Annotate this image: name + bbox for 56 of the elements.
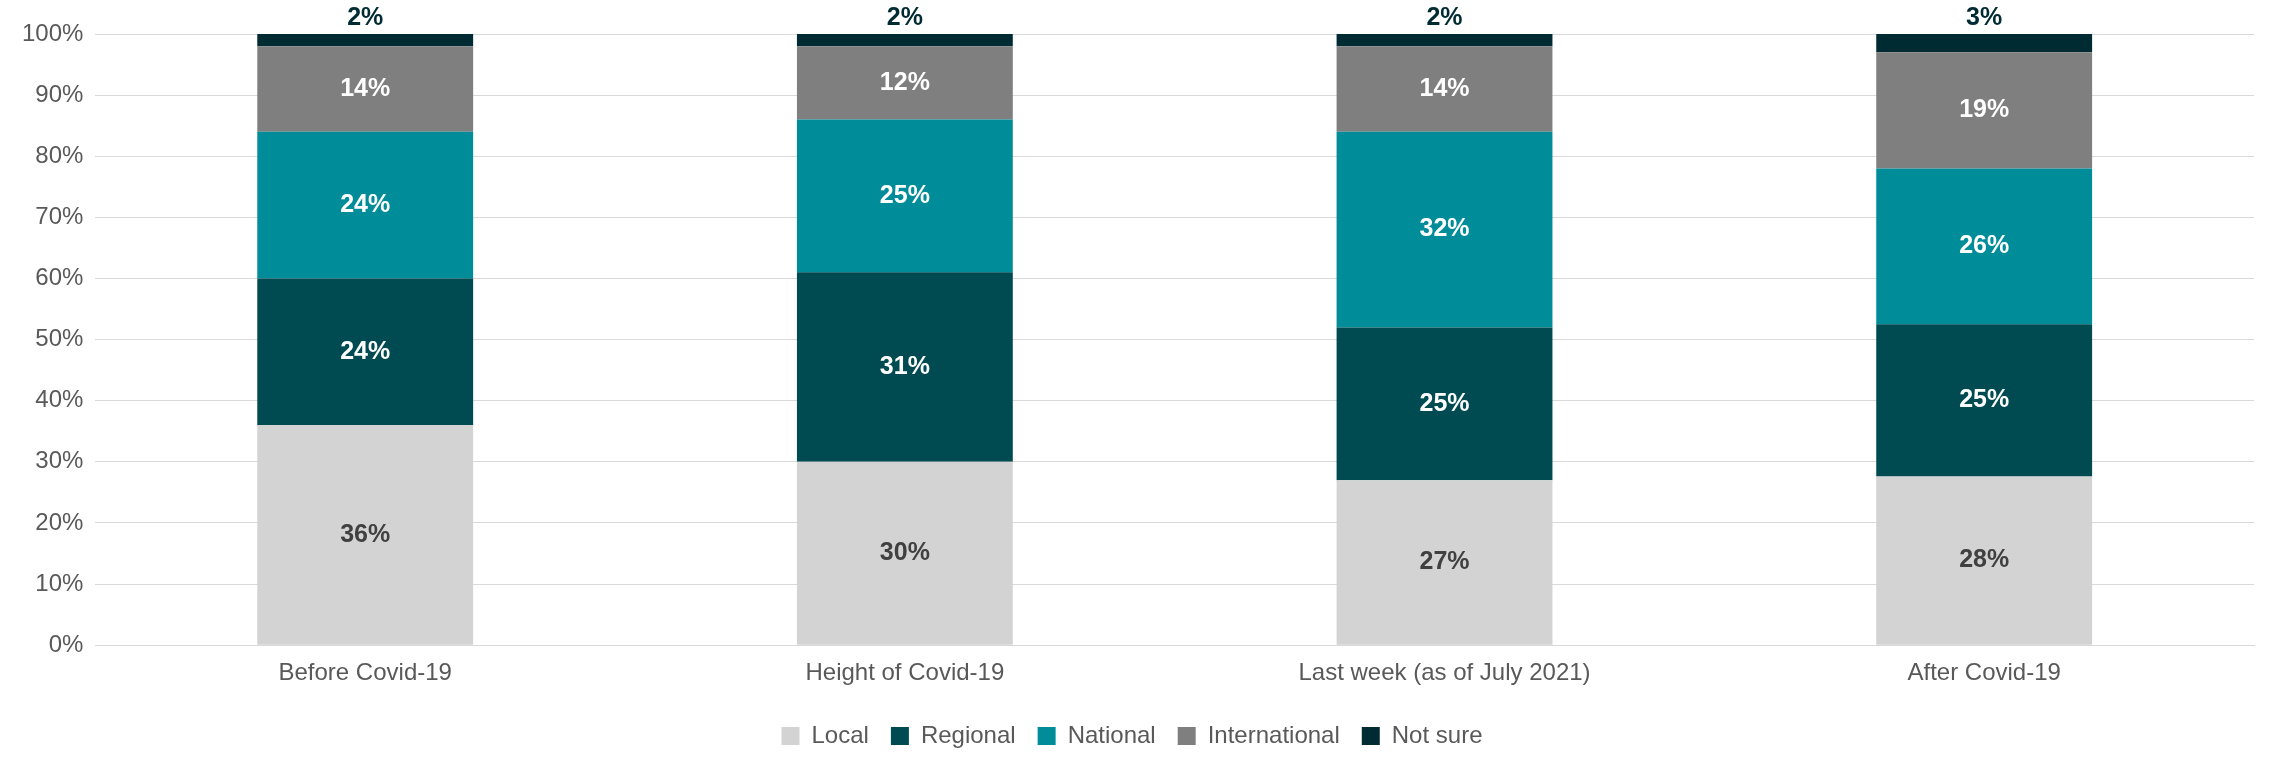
x-tick-label: Before Covid-19 xyxy=(278,658,452,686)
data-label: 14% xyxy=(340,72,391,101)
data-label: 25% xyxy=(1959,384,2010,413)
y-tick-label: 70% xyxy=(35,201,84,229)
data-label: 2% xyxy=(886,2,923,31)
y-tick-label: 90% xyxy=(35,79,84,107)
bar xyxy=(1336,327,1553,481)
bar xyxy=(796,119,1013,273)
y-tick-label: 50% xyxy=(35,324,84,352)
x-tick-label: After Covid-19 xyxy=(1907,658,2061,686)
bar xyxy=(1876,324,2093,477)
data-label: 25% xyxy=(1419,387,1470,416)
data-label: 19% xyxy=(1959,94,2010,123)
y-tick-label: 40% xyxy=(35,385,84,413)
y-tick-label: 10% xyxy=(35,568,84,596)
bar xyxy=(257,278,474,426)
y-tick-label: 60% xyxy=(35,263,84,291)
data-label: 12% xyxy=(879,66,930,95)
x-tick-label: Last week (as of July 2021) xyxy=(1298,658,1591,686)
legend-label: International xyxy=(1207,720,1340,748)
data-label: 27% xyxy=(1419,546,1470,575)
bar xyxy=(1336,34,1553,47)
bar xyxy=(257,131,474,279)
data-label: 36% xyxy=(340,518,391,547)
data-label: 26% xyxy=(1959,230,2010,259)
legend-label: Regional xyxy=(920,720,1016,748)
data-label: 24% xyxy=(340,335,391,364)
data-label: 3% xyxy=(1966,2,2003,31)
data-label: 25% xyxy=(879,179,930,208)
data-label: 14% xyxy=(1419,72,1470,101)
y-tick-label: 80% xyxy=(35,140,84,168)
data-label: 2% xyxy=(1426,2,1463,31)
bar xyxy=(1336,46,1553,132)
data-label: 24% xyxy=(340,189,391,218)
data-label: 31% xyxy=(879,350,930,379)
bar xyxy=(796,34,1013,47)
bar xyxy=(257,34,474,47)
bar xyxy=(1336,131,1553,328)
y-tick-label: 100% xyxy=(21,18,84,46)
legend-label: Not sure xyxy=(1391,720,1483,748)
bar xyxy=(796,46,1013,120)
bar xyxy=(1876,52,2093,169)
y-tick-label: 20% xyxy=(35,507,84,535)
data-label: 30% xyxy=(879,537,930,566)
data-label: 32% xyxy=(1419,213,1470,242)
legend-label: National xyxy=(1067,720,1156,748)
data-label: 28% xyxy=(1959,544,2010,573)
bar xyxy=(796,272,1013,462)
data-label: 2% xyxy=(347,2,384,31)
y-tick-label: 30% xyxy=(35,446,84,474)
bar xyxy=(257,46,474,132)
y-tick-label: 0% xyxy=(48,629,84,657)
x-tick-label: Height of Covid-19 xyxy=(805,658,1005,686)
bar xyxy=(1876,168,2093,325)
bar xyxy=(1876,34,2093,53)
legend-label: Local xyxy=(811,720,869,748)
